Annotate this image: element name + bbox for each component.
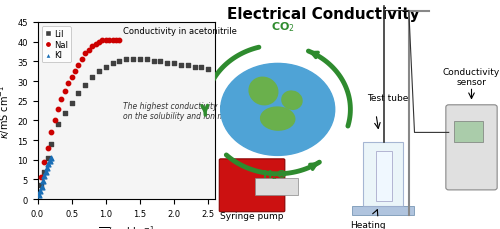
Bar (376, 151, 392, 202)
Point (40, 160, 48, 164)
Point (190, 66, 198, 70)
Point (39, 180, 47, 183)
X-axis label: $\overline{m}$/mol kg$^{-1}$: $\overline{m}$/mol kg$^{-1}$ (98, 224, 155, 229)
Point (37, 184, 45, 187)
Bar (352, 206, 414, 215)
Ellipse shape (260, 108, 295, 131)
Point (47, 142, 55, 146)
Point (42, 170, 50, 174)
Point (163, 62, 171, 66)
Point (102, 39, 110, 42)
Ellipse shape (249, 78, 278, 105)
Point (142, 58, 150, 62)
Point (44, 162, 52, 166)
FancyBboxPatch shape (220, 159, 285, 212)
Y-axis label: $\kappa$/mS cm$^{-1}$: $\kappa$/mS cm$^{-1}$ (0, 84, 12, 138)
Text: Conductivity
sensor: Conductivity sensor (443, 68, 500, 87)
Point (177, 64, 185, 68)
Point (47, 131, 55, 134)
Text: The highest conductivity depends
on the solubility and ion mobility: The highest conductivity depends on the … (122, 101, 252, 121)
Point (78, 58, 86, 62)
Point (198, 66, 205, 70)
Text: CO$_2$: CO$_2$ (272, 21, 295, 34)
Point (112, 39, 120, 42)
Point (71, 70, 79, 74)
Legend: LiI, NaI, KI: LiI, NaI, KI (42, 27, 70, 63)
Point (74, 64, 82, 68)
Point (108, 62, 116, 66)
Point (47, 156, 55, 160)
Point (84, 49, 92, 52)
Point (40, 175, 48, 178)
Point (54, 123, 62, 127)
Point (54, 107, 62, 111)
Bar (255, 179, 298, 195)
Point (82, 52, 90, 56)
Point (170, 62, 178, 66)
FancyBboxPatch shape (363, 142, 403, 206)
Point (44, 147, 52, 150)
Point (92, 43, 100, 46)
Point (82, 84, 90, 87)
Point (46, 159, 54, 163)
Point (156, 60, 164, 64)
Point (44, 156, 52, 160)
Point (68, 76, 76, 80)
Text: H$_2$O: H$_2$O (262, 167, 287, 181)
Point (136, 58, 144, 62)
Point (95, 70, 103, 74)
Point (37, 176, 45, 180)
Point (105, 39, 113, 42)
Point (36, 190, 44, 193)
Point (61, 90, 69, 93)
Text: Heating
bath: Heating bath (350, 220, 386, 229)
Circle shape (220, 64, 334, 156)
Point (43, 166, 51, 170)
Point (35, 194, 43, 197)
Point (98, 39, 106, 42)
Point (95, 41, 103, 44)
Point (88, 76, 96, 80)
Point (61, 111, 69, 115)
Point (68, 101, 76, 105)
Point (64, 82, 72, 85)
Point (50, 119, 58, 123)
Point (102, 66, 110, 70)
Point (129, 58, 137, 62)
Text: Syringe pump: Syringe pump (220, 211, 284, 220)
Point (40, 170, 48, 174)
FancyBboxPatch shape (446, 105, 497, 190)
Point (116, 60, 124, 64)
Point (74, 92, 82, 95)
Text: Electrical Conductivity: Electrical Conductivity (227, 7, 420, 22)
Point (204, 68, 212, 72)
Point (88, 45, 96, 48)
Text: Conductivity in acetonitrile: Conductivity in acetonitrile (122, 26, 236, 35)
Bar (454, 121, 483, 142)
Ellipse shape (282, 92, 302, 110)
Point (184, 64, 192, 68)
Point (150, 60, 158, 64)
Point (58, 98, 66, 101)
Point (38, 185, 46, 188)
Point (108, 39, 116, 42)
Text: Test tube: Test tube (368, 94, 409, 103)
Point (122, 58, 130, 62)
Point (116, 39, 124, 42)
